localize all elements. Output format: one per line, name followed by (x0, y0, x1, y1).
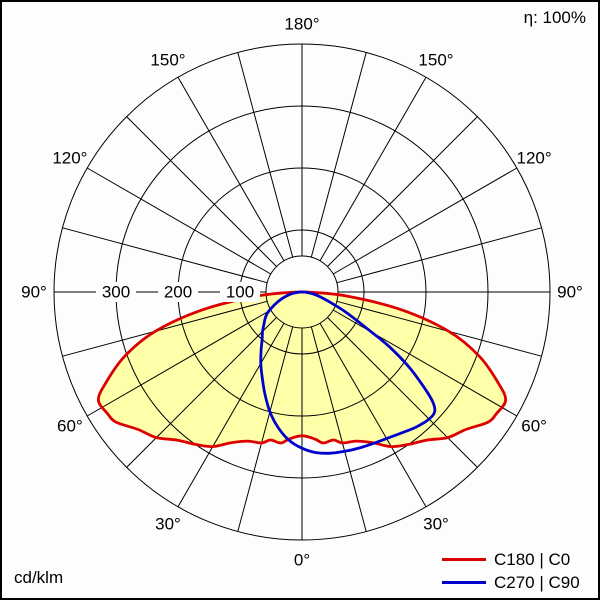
legend: C180 | C0 C270 | C90 (442, 548, 586, 594)
grid-spoke (327, 317, 478, 468)
angle-label: 180° (284, 15, 319, 34)
angle-label: 120° (52, 149, 87, 168)
radial-label: 200 (164, 283, 192, 302)
grid-spoke (177, 76, 285, 262)
angle-label: 150° (418, 50, 453, 69)
legend-item-c180-c0: C180 | C0 (442, 548, 586, 571)
radial-label-bg (158, 282, 198, 302)
grid-spoke (126, 317, 277, 468)
grid-spoke (332, 167, 518, 275)
radial-label-bg (220, 282, 260, 302)
grid-spoke (336, 300, 542, 357)
radial-label: 300 (102, 283, 130, 302)
radial-label: 100 (226, 283, 254, 302)
grid-spoke (319, 322, 427, 508)
angle-label: 30° (155, 515, 181, 534)
grid-spoke (86, 309, 272, 417)
unit-label: cd/klm (14, 568, 64, 587)
grid-spoke (62, 227, 268, 284)
angle-label: 90° (557, 283, 583, 302)
grid-spoke (336, 227, 542, 284)
angle-label: 150° (150, 50, 185, 69)
grid-spoke (237, 326, 294, 532)
grid-spoke (86, 167, 272, 275)
curve-1 (259, 290, 437, 455)
grid-spoke (177, 322, 285, 508)
angle-label: 60° (57, 417, 83, 436)
grid-spoke (310, 52, 367, 258)
legend-label-c180-c0: C180 | C0 (494, 549, 571, 569)
angle-label: 90° (21, 283, 47, 302)
grid-spoke (126, 116, 277, 267)
red-curve-line-icon (442, 558, 486, 561)
grid-spoke (327, 116, 478, 267)
curve-0 (96, 290, 508, 449)
grid-spoke (319, 76, 427, 262)
angle-label: 60° (521, 417, 547, 436)
blue-curve-line-icon (442, 581, 486, 584)
grid-spoke (237, 52, 294, 258)
angle-label: 0° (294, 551, 310, 570)
grid-spoke (310, 326, 367, 532)
radial-label-bg (96, 282, 136, 302)
angle-label: 120° (517, 149, 552, 168)
grid-spoke (62, 300, 268, 357)
legend-item-c270-c90: C270 | C90 (442, 571, 586, 594)
legend-label-c270-c90: C270 | C90 (494, 572, 580, 592)
efficiency-label: η: 100% (523, 8, 586, 27)
angle-label: 30° (423, 515, 449, 534)
